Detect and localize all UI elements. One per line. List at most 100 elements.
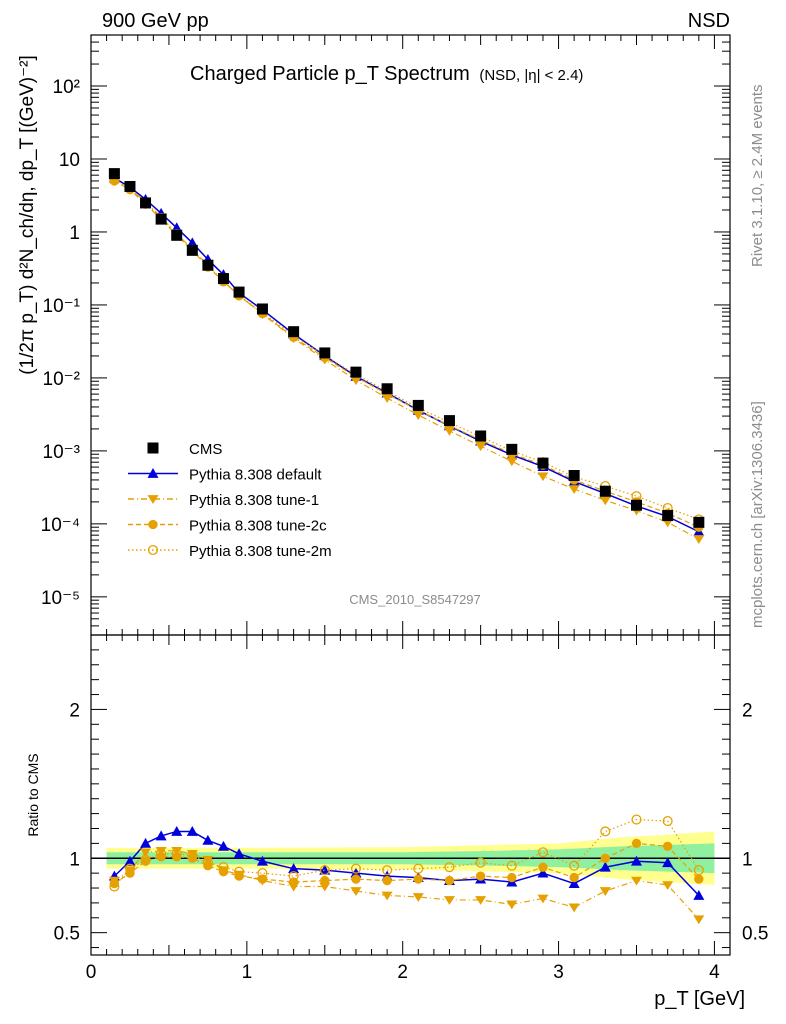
ratio-point-pythia-8-308-tune-2c (156, 852, 166, 862)
ratio-point-pythia-8-308-tune-2c (631, 838, 642, 849)
ratio-point-pythia-8-308-tune-1 (140, 848, 152, 858)
ratio-point-pythia-8-308-tune-1 (506, 900, 518, 910)
main-point-cms (256, 303, 268, 315)
main-point-cms (568, 470, 580, 482)
ratio-line-pythia-8-308-tune-1 (114, 850, 700, 920)
ratio-point-pythia-8-308-tune-1 (475, 896, 487, 905)
main-line-pythia-8-308-tune-2m (114, 179, 700, 520)
ratio-point-pythia-8-308-default (599, 861, 611, 872)
ratio-point-pythia-8-308-tune-1 (630, 876, 642, 886)
x-tick-label: 3 (553, 962, 564, 983)
ratio-point-pythia-8-308-tune-1 (319, 882, 331, 892)
main-point-cms (186, 244, 198, 256)
ratio-point-pythia-8-308-tune-2m (156, 848, 167, 859)
analysis-tag: CMS_2010_S8547297 (349, 592, 481, 607)
main-point-cms (319, 347, 331, 359)
legend-label: Pythia 8.308 tune-1 (189, 492, 319, 509)
ratio-point-pythia-8-308-default (186, 825, 198, 836)
ratio-point-pythia-8-308-tune-2m (140, 854, 151, 865)
main-point-cms (350, 366, 362, 378)
ratio-point-pythia-8-308-default (202, 834, 214, 845)
y-tick-label: 10⁻¹ (43, 296, 81, 317)
main-point-cms (506, 443, 518, 455)
ratio-point-pythia-8-308-tune-2m (600, 826, 611, 837)
x-tick-label: 2 (397, 962, 408, 983)
ratio-point-pythia-8-308-tune-1 (693, 915, 705, 925)
ratio-point-pythia-8-308-tune-2m (382, 865, 393, 876)
ratio-point-pythia-8-308-tune-2c (662, 841, 673, 852)
ratio-point-pythia-8-308-tune-2m (234, 866, 245, 877)
y-tick-label: 1 (69, 223, 80, 244)
legend-marker (148, 519, 158, 530)
ratio-point-pythia-8-308-default (155, 830, 167, 841)
x-tick-label: 1 (242, 962, 253, 983)
ratio-y-tick-label-left: 2 (69, 700, 80, 721)
ratio-point-pythia-8-308-tune-1 (662, 881, 674, 890)
ratio-y-axis-label: Ratio to CMS (25, 753, 41, 836)
ratio-point-pythia-8-308-tune-2m (537, 847, 549, 858)
main-point-cms (381, 383, 393, 395)
legend-label: Pythia 8.308 tune-2c (189, 518, 327, 535)
ratio-point-pythia-8-308-tune-1 (443, 896, 455, 905)
main-y-axis-label: (1/2π p_T) d²N_ch/dη, dp_T [(GeV)⁻²] (17, 55, 38, 375)
ratio-point-pythia-8-308-tune-1 (537, 894, 549, 904)
ratio-point-pythia-8-308-default (568, 878, 580, 888)
y-tick-label: 10 (59, 150, 80, 171)
ratio-point-pythia-8-308-tune-2m (444, 862, 455, 873)
ratio-point-pythia-8-308-tune-1 (599, 887, 611, 896)
ratio-point-pythia-8-308-tune-1 (381, 891, 393, 901)
ratio-point-pythia-8-308-tune-2m (693, 865, 704, 876)
ratio-point-pythia-8-308-tune-2m (319, 865, 330, 876)
mcplots-label: mcplots.cern.ch [arXiv:1306.3436] (749, 401, 766, 628)
ratio-point-pythia-8-308-tune-2c (109, 878, 120, 889)
ratio-point-pythia-8-308-tune-2c (187, 853, 197, 863)
main-point-cms (124, 180, 136, 192)
ratio-point-pythia-8-308-default (288, 863, 300, 874)
x-tick-label: 0 (86, 962, 97, 983)
ratio-point-pythia-8-308-tune-2m (662, 815, 673, 827)
main-point-pythia-8-308-tune-1 (537, 472, 549, 482)
main-frame (90, 34, 731, 636)
ratio-point-pythia-8-308-tune-2c (382, 875, 392, 886)
ratio-point-pythia-8-308-default (140, 837, 152, 848)
x-axis-label: p_T [GeV] (654, 988, 745, 1010)
ratio-point-pythia-8-308-tune-1 (350, 887, 362, 896)
ratio-line-pythia-8-308-tune-2m (113, 818, 700, 887)
ratio-y-tick-label-left: 0.5 (54, 924, 80, 945)
legend-label: CMS (189, 441, 222, 458)
main-point-cms (599, 485, 611, 497)
ratio-point-pythia-8-308-tune-2m (475, 857, 486, 868)
main-point-cms (140, 197, 152, 209)
y-tick-label: 10² (53, 77, 80, 98)
ratio-point-pythia-8-308-default (171, 825, 183, 836)
title-note: (NSD, |η| < 2.4) (479, 67, 583, 84)
ratio-point-pythia-8-308-tune-2c (538, 862, 548, 872)
ratio-point-pythia-8-308-tune-2m (569, 860, 580, 871)
ratio-y-tick-label-right: 0.5 (742, 924, 768, 945)
ratio-point-pythia-8-308-tune-2m (506, 860, 517, 871)
main-line-pythia-8-308-tune-1 (114, 178, 700, 540)
main-point-pythia-8-308-tune-1 (506, 457, 518, 467)
y-tick-label: 10⁻³ (43, 442, 81, 463)
ratio-point-pythia-8-308-tune-2m (218, 862, 229, 873)
ratio-point-pythia-8-308-tune-1 (568, 903, 580, 913)
ratio-point-pythia-8-308-tune-1 (155, 846, 167, 856)
legend-label: Pythia 8.308 default (189, 467, 322, 484)
ratio-y-tick-label-right: 1 (742, 849, 753, 870)
ratio-point-pythia-8-308-tune-2m (413, 863, 424, 874)
legend-marker (147, 495, 159, 504)
ratio-point-pythia-8-308-default (124, 855, 136, 866)
ratio-point-pythia-8-308-tune-1 (171, 846, 183, 856)
ratio-point-pythia-8-308-default (693, 889, 705, 900)
y-tick-label: 10⁻⁵ (41, 588, 80, 609)
ratio-point-pythia-8-308-tune-2c (694, 874, 704, 884)
legend-label: Pythia 8.308 tune-2m (189, 543, 332, 560)
legend-marker (147, 468, 159, 478)
ratio-point-pythia-8-308-tune-2c (444, 875, 455, 886)
ratio-point-pythia-8-308-default (217, 840, 229, 851)
main-panel-series (108, 168, 705, 544)
y-tick-label: 10⁻² (43, 369, 81, 390)
ratio-point-pythia-8-308-tune-2m (288, 871, 299, 882)
y-tick-label: 10⁻⁴ (41, 515, 80, 536)
